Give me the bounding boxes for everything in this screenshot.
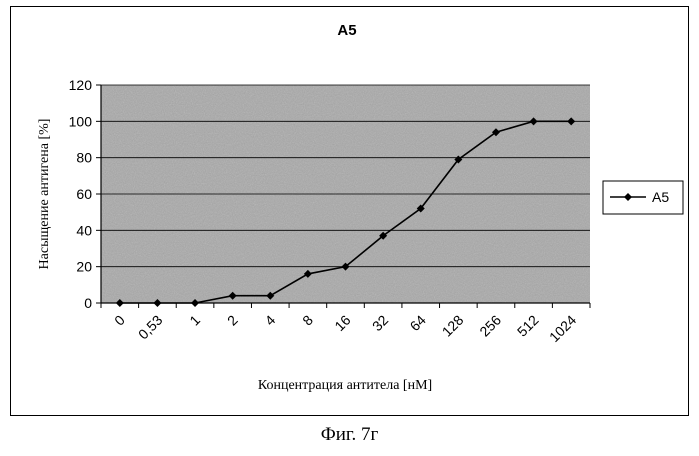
x-axis-label: Концентрация антитела [нМ] (258, 378, 432, 393)
x-tick-label-5: 8 (299, 312, 316, 329)
x-tick-label-6: 16 (331, 312, 353, 334)
legend-entry-a5: A5 (652, 189, 669, 205)
y-tick-label-120: 120 (69, 77, 93, 93)
y-axis-label: Насыщение антигена [%] (37, 119, 52, 270)
figure-caption: Фиг. 7г (0, 424, 699, 446)
x-tick-label-4: 4 (262, 312, 279, 329)
legend: A5 (603, 181, 683, 214)
chart-title: A5 (337, 22, 356, 39)
x-tick-label-3: 2 (224, 312, 241, 329)
x-tick-label-0: 0 (111, 312, 128, 329)
y-tick-label-20: 20 (76, 259, 92, 275)
x-tick-label-9: 128 (439, 312, 467, 340)
y-tick-label-100: 100 (69, 113, 93, 129)
y-tick-label-40: 40 (76, 222, 92, 238)
x-tick-label-12: 1024 (546, 312, 579, 345)
y-tick-label-0: 0 (84, 295, 92, 311)
x-tick-label-1: 0,53 (135, 312, 166, 343)
x-axis-ticks: 0 0,53 1 2 4 8 16 32 64 128 256 5121024 (101, 303, 590, 345)
x-tick-label-8: 64 (407, 312, 429, 334)
y-tick-label-80: 80 (76, 150, 92, 166)
x-tick-label-7: 32 (369, 312, 391, 334)
x-tick-label-2: 1 (186, 312, 203, 329)
x-tick-label-11: 512 (514, 312, 542, 340)
x-tick-label-10: 256 (476, 312, 504, 340)
y-tick-label-60: 60 (76, 186, 92, 202)
y-axis-ticks: 0 20 40 60 80 100 120 (69, 77, 101, 311)
